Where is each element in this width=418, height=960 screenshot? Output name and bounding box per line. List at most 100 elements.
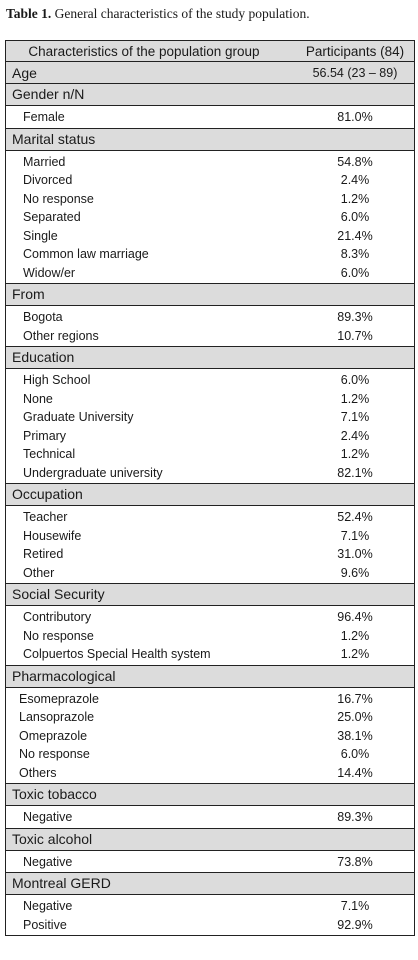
row-label: Esomeprazole (19, 691, 99, 706)
table-row: Female 81.0% (6, 108, 414, 127)
row-label: None (23, 391, 53, 406)
row-value: 89.3% (337, 810, 373, 825)
table-row: Other 9.6% (6, 564, 414, 583)
row-value: 1.2% (340, 447, 370, 462)
table-row: Esomeprazole 16.7% (6, 690, 414, 709)
row-value: 1.2% (340, 191, 370, 206)
row-value: 14.4% (337, 765, 373, 780)
section-body: Negative 89.3% (6, 806, 414, 829)
table-row: Negative 7.1% (6, 897, 414, 916)
section-body: Negative 73.8% (6, 851, 414, 873)
row-value: 6.0% (340, 373, 370, 388)
row-value: 6.0% (340, 265, 370, 280)
row-label: Technical (23, 447, 76, 462)
row-label: Female (23, 110, 65, 125)
age-value: 56.54 (23 – 89) (312, 65, 398, 80)
row-label: Other regions (23, 328, 99, 343)
table-row: Bogota 89.3% (6, 308, 414, 327)
row-value: 82.1% (337, 465, 373, 480)
table-row: Primary 2.4% (6, 427, 414, 446)
table-row: Contributory 96.4% (6, 608, 414, 627)
row-value: 54.8% (337, 154, 373, 169)
table-row: Retired 31.0% (6, 545, 414, 564)
section-heading: Montreal GERD (6, 873, 414, 895)
table-row: High School 6.0% (6, 371, 414, 390)
section-body: Contributory 96.4% No response 1.2% Colpuert… (6, 606, 414, 666)
row-value: 92.9% (337, 917, 373, 932)
table-row: Separated 6.0% (6, 208, 414, 227)
row-label: Single (23, 228, 58, 243)
section-body: Married 54.8% Divorced 2.4% No response 1.2% S… (6, 151, 414, 284)
table-row: Lansoprazole 25.0% (6, 708, 414, 727)
table-row: Other regions 10.7% (6, 327, 414, 346)
table-row: No response 6.0% (6, 745, 414, 764)
row-label: Negative (23, 854, 73, 869)
age-label: Age (12, 64, 37, 81)
row-label: Retired (23, 547, 64, 562)
row-value: 8.3% (340, 247, 370, 262)
table-row: No response 1.2% (6, 190, 414, 209)
row-value: 21.4% (337, 228, 373, 243)
row-value: 7.1% (340, 410, 370, 425)
row-value: 81.0% (337, 110, 373, 125)
table-row: None 1.2% (6, 390, 414, 409)
table-header: Characteristics of the population group … (6, 41, 414, 62)
section-heading: Occupation (6, 484, 414, 506)
section-body: Negative 7.1% Positive 92.9% (6, 895, 414, 935)
row-value: 25.0% (337, 710, 373, 725)
row-value: 7.1% (340, 528, 370, 543)
section-body: Teacher 52.4% Housewife 7.1% Retired 31.0% Oth… (6, 506, 414, 584)
header-participants: Participants (84) (305, 43, 405, 59)
row-value: 38.1% (337, 728, 373, 743)
row-label: Graduate University (23, 410, 134, 425)
section-body: Bogota 89.3% Other regions 10.7% (6, 306, 414, 347)
section-heading: Marital status (6, 128, 414, 151)
table-row: Widow/er 6.0% (6, 264, 414, 283)
row-value: 10.7% (337, 328, 373, 343)
table-row: Colpuertos Special Health system 1.2% (6, 645, 414, 664)
table-row: Negative 73.8% (6, 853, 414, 872)
row-value: 16.7% (337, 691, 373, 706)
section-heading: Toxic tobacco (6, 784, 414, 806)
row-value: 52.4% (337, 510, 373, 525)
caption-text: General characteristics of the study pop… (51, 6, 310, 21)
row-label: Teacher (23, 510, 68, 525)
row-label: Undergraduate university (23, 465, 163, 480)
row-label: Lansoprazole (19, 710, 95, 725)
table-sections: Gender n/N Female 81.0% Marital status Marri… (6, 84, 414, 935)
row-label: Omeprazole (19, 728, 88, 743)
row-value: 2.4% (340, 428, 370, 443)
section-body: Female 81.0% (6, 106, 414, 129)
table-row: No response 1.2% (6, 627, 414, 646)
row-value: 7.1% (340, 899, 370, 914)
section-heading: From (6, 284, 414, 306)
row-label: No response (23, 191, 94, 206)
section-heading: Gender n/N (6, 84, 414, 106)
table-row: Positive 92.9% (6, 916, 414, 935)
row-label: No response (23, 628, 94, 643)
row-label: Separated (23, 210, 81, 225)
row-label: Common law marriage (23, 247, 149, 262)
section-heading: Social Security (6, 584, 414, 606)
row-label: Colpuertos Special Health system (23, 647, 211, 662)
table-row: Divorced 2.4% (6, 171, 414, 190)
row-label: Positive (23, 917, 67, 932)
table-row: Undergraduate university 82.1% (6, 464, 414, 483)
table-row: Others 14.4% (6, 764, 414, 783)
row-label: Negative (23, 899, 73, 914)
table-row: Housewife 7.1% (6, 527, 414, 546)
row-value: 89.3% (337, 310, 373, 325)
row-value: 1.2% (340, 391, 370, 406)
section-body: Esomeprazole 16.7% Lansoprazole 25.0% Omepra… (6, 688, 414, 784)
header-characteristics: Characteristics of the population group (28, 43, 260, 59)
row-label: Widow/er (23, 265, 76, 280)
row-value: 73.8% (337, 854, 373, 869)
row-value: 6.0% (340, 747, 370, 762)
characteristics-table: Characteristics of the population group … (5, 40, 415, 936)
row-label: Married (23, 154, 66, 169)
row-label: Others (19, 765, 57, 780)
row-label: Primary (23, 428, 67, 443)
row-value: 31.0% (337, 547, 373, 562)
row-value: 6.0% (340, 210, 370, 225)
section-heading: Toxic alcohol (6, 828, 414, 851)
